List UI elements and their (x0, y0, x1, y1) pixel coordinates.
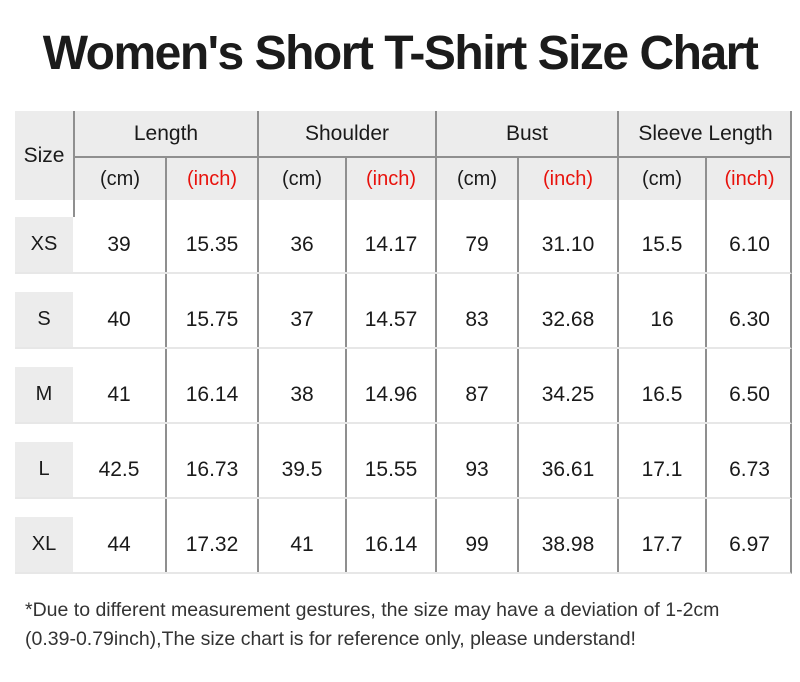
row-gap (15, 349, 792, 367)
sleeve-cm-value: 15.5 (617, 217, 705, 272)
length-inch-value: 15.75 (165, 292, 257, 347)
table-row-m: M 41 16.14 38 14.96 87 34.25 16.5 6.50 (15, 367, 792, 424)
length-inch-value: 17.32 (165, 517, 257, 572)
bust-cm-value: 83 (435, 292, 517, 347)
group-header-bust: Bust (435, 111, 617, 158)
footnote: *Due to different measurement gestures, … (25, 596, 800, 655)
row-gap (15, 200, 792, 217)
unit-header-bust-inch: (inch) (517, 158, 617, 200)
unit-header-shoulder-cm: (cm) (257, 158, 345, 200)
shoulder-cm-value: 38 (257, 367, 345, 422)
table-row-xl: XL 44 17.32 41 16.14 99 38.98 17.7 6.97 (15, 517, 792, 574)
length-cm-value: 41 (107, 382, 131, 406)
length-inch-value: 16.14 (165, 367, 257, 422)
sleeve-inch-value: 6.97 (705, 517, 792, 572)
bust-inch-value: 38.98 (517, 517, 617, 572)
sleeve-inch-value: 6.73 (705, 442, 792, 497)
shoulder-inch-value: 14.57 (345, 292, 435, 347)
bust-inch-value: 36.61 (517, 442, 617, 497)
shoulder-cm-value: 39.5 (257, 442, 345, 497)
length-cm-value: 42.5 (98, 457, 140, 481)
unit-header-sleeve-cm: (cm) (617, 158, 705, 200)
length-inch-value: 15.35 (165, 217, 257, 272)
unit-header-length-inch: (inch) (165, 158, 257, 200)
size-label: L (15, 442, 73, 497)
unit-header-shoulder-inch: (inch) (345, 158, 435, 200)
size-label: XS (15, 217, 73, 272)
size-chart-table: Size Length Shoulder Bust Sleeve Length … (15, 111, 792, 574)
sleeve-cm-value: 17.1 (617, 442, 705, 497)
bust-cm-value: 93 (435, 442, 517, 497)
page-title: Women's Short T-Shirt Size Chart (42, 27, 759, 80)
size-label: M (15, 367, 73, 422)
sleeve-inch-value: 6.10 (705, 217, 792, 272)
row-gap (15, 499, 792, 517)
length-cm-value: 44 (107, 532, 131, 556)
sleeve-cm-value: 17.7 (617, 517, 705, 572)
shoulder-inch-value: 14.17 (345, 217, 435, 272)
table-header: Size Length Shoulder Bust Sleeve Length … (15, 111, 792, 200)
shoulder-inch-value: 15.55 (345, 442, 435, 497)
bust-inch-value: 34.25 (517, 367, 617, 422)
unit-header-bust-cm: (cm) (435, 158, 517, 200)
shoulder-inch-value: 16.14 (345, 517, 435, 572)
sleeve-cm-value: 16.5 (617, 367, 705, 422)
unit-header-sleeve-inch: (inch) (705, 158, 792, 200)
sleeve-inch-value: 6.50 (705, 367, 792, 422)
size-label: XL (15, 517, 73, 572)
unit-header-length-cm: (cm) (73, 158, 165, 200)
bust-cm-value: 79 (435, 217, 517, 272)
shoulder-cm-value: 36 (257, 217, 345, 272)
group-header-sleeve-length: Sleeve Length (617, 111, 792, 158)
bust-inch-value: 31.10 (517, 217, 617, 272)
length-cm-value: 40 (107, 307, 131, 331)
table-row-s: S 40 15.75 37 14.57 83 32.68 16 6.30 (15, 292, 792, 349)
sleeve-cm-value: 16 (617, 292, 705, 347)
bust-cm-value: 99 (435, 517, 517, 572)
bust-cm-value: 87 (435, 367, 517, 422)
footnote-line-2: (0.39-0.79inch),The size chart is for re… (25, 628, 636, 651)
bust-inch-value: 32.68 (517, 292, 617, 347)
shoulder-inch-value: 14.96 (345, 367, 435, 422)
row-gap (15, 274, 792, 292)
shoulder-cm-value: 37 (257, 292, 345, 347)
group-header-shoulder: Shoulder (257, 111, 435, 158)
length-inch-value: 16.73 (165, 442, 257, 497)
sleeve-inch-value: 6.30 (705, 292, 792, 347)
table-row-xs: XS 39 15.35 36 14.17 79 31.10 15.5 6.10 (15, 217, 792, 274)
shoulder-cm-value: 41 (257, 517, 345, 572)
length-cm-value: 39 (107, 232, 131, 256)
row-gap (15, 424, 792, 442)
size-label: S (15, 292, 73, 347)
footnote-line-1: *Due to different measurement gestures, … (25, 599, 720, 621)
table-row-l: L 42.5 16.73 39.5 15.55 93 36.61 17.1 6.… (15, 442, 792, 499)
group-header-length: Length (73, 111, 257, 158)
size-column-header: Size (23, 143, 65, 167)
